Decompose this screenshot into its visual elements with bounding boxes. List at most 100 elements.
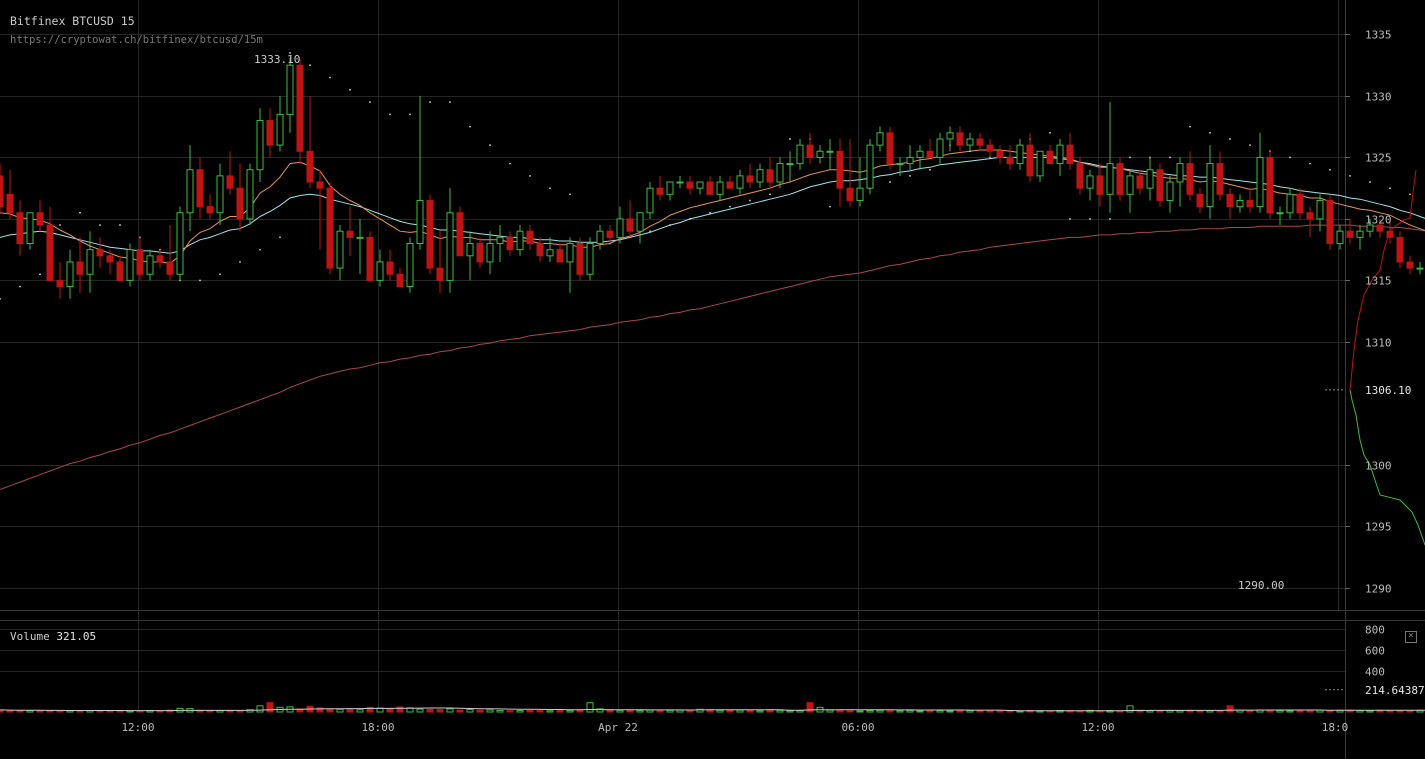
candle-body: [1346, 230, 1354, 238]
candle-body: [776, 163, 784, 183]
volume-bar: [516, 710, 524, 713]
volume-bar: [326, 708, 334, 713]
candle-body: [516, 230, 524, 251]
sar-dot: [199, 279, 201, 282]
volume-tick-label: 600: [1365, 645, 1385, 658]
volume-tick-label: 400: [1365, 666, 1385, 679]
volume-bar: [506, 710, 514, 713]
candle-body: [936, 138, 944, 158]
chart-url[interactable]: https://cryptowat.ch/bitfinex/btcusd/15m: [10, 34, 263, 46]
volume-bar: [366, 706, 374, 713]
candle-body: [1006, 156, 1014, 165]
candle-body: [336, 230, 344, 269]
volume-bar: [836, 710, 844, 713]
candle-body: [916, 150, 924, 158]
volume-bar: [776, 709, 784, 713]
candle-body: [406, 243, 414, 288]
volume-bar: [466, 709, 474, 713]
volume-bar: [876, 709, 884, 713]
candle-body: [96, 249, 104, 257]
volume-bar: [1306, 710, 1314, 713]
sar-dot: [449, 101, 451, 103]
candle-body: [1026, 144, 1034, 177]
candle-body: [136, 249, 144, 275]
volume-bar: [476, 709, 484, 713]
candle-body: [376, 261, 384, 281]
close-volume-panel-button[interactable]: ×: [1405, 631, 1417, 643]
low-annotation: 1290.00: [1238, 579, 1284, 592]
volume-bar: [1156, 710, 1164, 713]
sar-dot: [549, 187, 551, 189]
volume-bar: [956, 710, 964, 713]
candle-body: [1166, 181, 1174, 201]
volume-bar: [736, 709, 744, 713]
volume-bar: [0, 709, 4, 713]
sar-dot: [389, 113, 391, 116]
candle-body: [946, 132, 954, 140]
volume-bar: [1196, 710, 1204, 713]
sar-dot: [669, 224, 671, 226]
candle-body: [806, 144, 814, 158]
volume-bar: [136, 710, 144, 713]
volume-bar: [1396, 710, 1404, 713]
sar-dot: [349, 89, 351, 91]
sar-dot: [1349, 175, 1351, 177]
sar-dot: [1049, 132, 1051, 134]
candle-body: [1296, 193, 1304, 214]
candle-body: [396, 273, 404, 288]
volume-bar: [456, 709, 464, 713]
candle-body: [436, 267, 444, 281]
volume-bar: [1246, 710, 1254, 713]
candle-body: [86, 249, 94, 275]
candle-body: [146, 255, 154, 275]
candle-body: [986, 144, 994, 152]
volume-bar: [1286, 710, 1294, 713]
sar-dot: [1089, 218, 1091, 220]
candle-body: [76, 261, 84, 275]
sar-dot: [729, 205, 731, 208]
candle-body: [756, 169, 764, 183]
candle-body: [206, 206, 214, 214]
volume-bar: [986, 710, 994, 713]
volume-bar: [1366, 710, 1374, 713]
sar-dot: [909, 175, 911, 177]
price-tick-label: 1310: [1365, 337, 1392, 350]
candle-body: [1416, 267, 1424, 270]
candle-body: [546, 249, 554, 257]
time-tick-label: 12:00: [121, 721, 154, 734]
volume-bar: [396, 706, 404, 713]
sar-dot: [1249, 144, 1251, 146]
candle-body: [506, 236, 514, 251]
candle-body: [286, 64, 294, 115]
candle-body: [496, 236, 504, 245]
volume-bar: [916, 710, 924, 713]
candle-body: [716, 181, 724, 195]
volume-bar: [946, 710, 954, 713]
volume-bar: [846, 710, 854, 713]
volume-bar: [1326, 710, 1334, 713]
candle-body: [656, 187, 664, 195]
candle-body: [636, 212, 644, 232]
candle-body: [626, 218, 634, 232]
candle-body: [526, 230, 534, 245]
candle-body: [786, 163, 794, 166]
volume-bar: [596, 708, 604, 713]
sar-dot: [1329, 168, 1331, 171]
candle-body: [256, 120, 264, 171]
volume-bar: [386, 708, 394, 713]
candle-body: [1086, 175, 1094, 189]
sar-dot: [259, 248, 261, 251]
sar-dot: [0, 298, 1, 300]
candle-body: [166, 261, 174, 275]
sar-dot: [1409, 193, 1411, 196]
price-tick-label: 1295: [1365, 521, 1392, 534]
candle-body: [1056, 144, 1064, 165]
price-tick-label: 1290: [1365, 583, 1392, 596]
sar-dot: [99, 224, 101, 226]
volume-bar: [996, 710, 1004, 713]
candle-body: [1126, 175, 1134, 195]
sar-dot: [309, 64, 311, 66]
candle-body: [646, 187, 654, 214]
candle-body: [696, 181, 704, 189]
